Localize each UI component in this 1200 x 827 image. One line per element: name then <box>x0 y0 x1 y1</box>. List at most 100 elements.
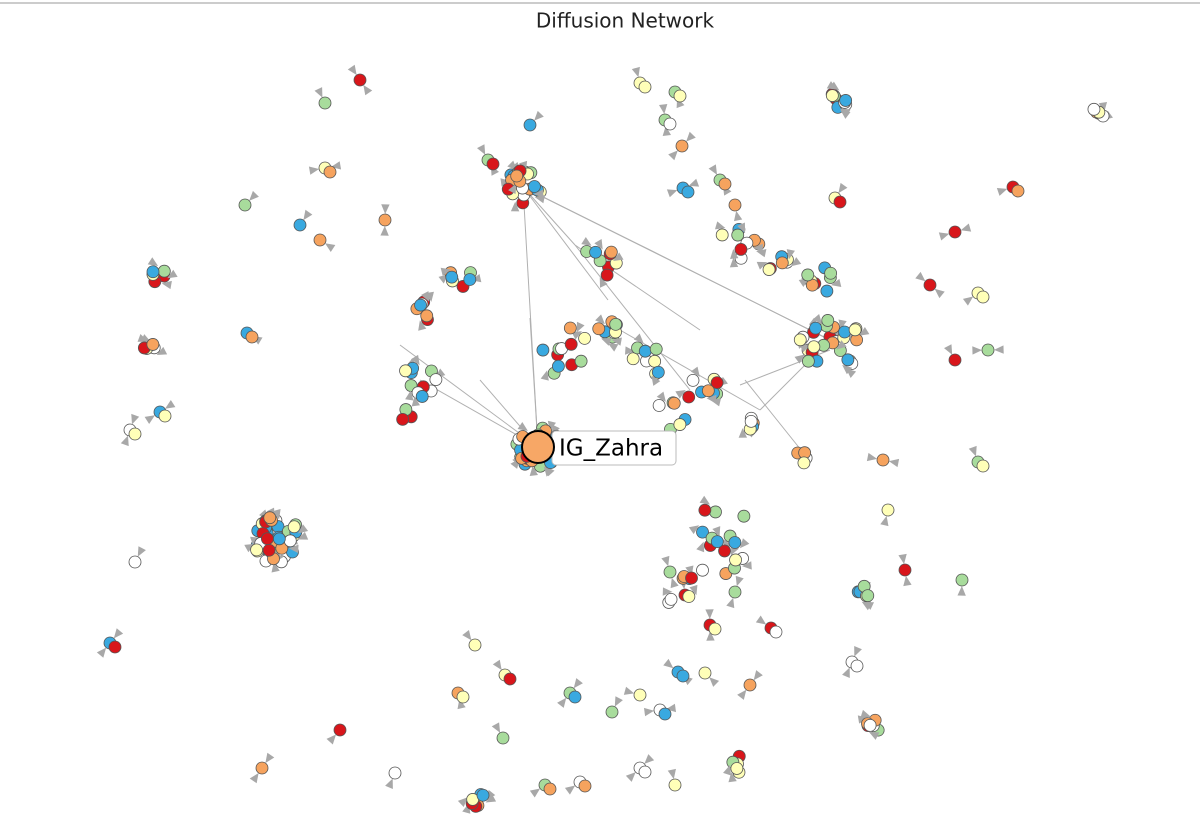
node <box>955 573 969 587</box>
arrowhead <box>613 252 624 261</box>
arrowhead <box>663 658 674 669</box>
arrowhead <box>161 280 172 290</box>
node <box>564 337 578 351</box>
arrowhead <box>510 201 520 212</box>
arrowhead <box>838 182 848 194</box>
node <box>696 525 709 539</box>
node <box>399 364 412 378</box>
node <box>414 298 427 312</box>
node <box>250 543 263 557</box>
arrowhead <box>738 428 748 438</box>
node <box>976 459 990 473</box>
arrowhead <box>730 249 739 259</box>
arrowhead <box>131 413 140 425</box>
node <box>420 309 434 323</box>
node <box>589 245 602 259</box>
arrowhead <box>363 84 373 96</box>
arrowhead <box>756 261 768 270</box>
node <box>701 384 715 398</box>
node <box>710 535 724 549</box>
node <box>686 373 700 387</box>
arrowhead <box>477 144 486 155</box>
node <box>696 563 709 577</box>
node <box>793 333 807 347</box>
arrowhead <box>581 237 592 246</box>
node <box>260 532 274 546</box>
arrowhead <box>533 189 544 198</box>
node <box>663 565 677 579</box>
node <box>388 766 402 780</box>
node <box>238 198 252 212</box>
arrowhead <box>457 797 468 807</box>
node <box>649 342 663 356</box>
arrowhead <box>944 344 953 355</box>
node <box>668 778 682 792</box>
arrowhead <box>659 104 668 115</box>
node <box>574 354 588 368</box>
node <box>108 640 122 654</box>
arrowhead <box>831 278 842 287</box>
arrowhead <box>842 364 853 375</box>
arrowhead <box>662 587 673 596</box>
node <box>797 456 811 470</box>
node <box>1011 184 1025 198</box>
node <box>146 338 160 351</box>
arrowhead <box>826 81 838 90</box>
node <box>663 117 677 131</box>
node <box>626 352 640 366</box>
arrowhead <box>741 561 752 570</box>
node <box>838 325 851 339</box>
arrowhead <box>272 509 281 520</box>
arrowhead <box>492 659 502 671</box>
arrowhead <box>517 422 528 431</box>
arrowhead <box>405 390 414 401</box>
node <box>948 225 962 239</box>
edge <box>522 186 576 246</box>
highlighted-node-circle[interactable] <box>521 430 555 464</box>
node <box>734 243 748 256</box>
node <box>262 543 276 557</box>
arrowhead <box>739 538 750 549</box>
arrowhead <box>915 271 926 282</box>
arrowhead <box>790 257 802 267</box>
node <box>729 553 742 567</box>
arrowhead <box>854 645 862 657</box>
node <box>378 213 392 227</box>
node <box>592 322 606 336</box>
node <box>486 157 500 171</box>
arrowhead <box>688 525 700 535</box>
node <box>578 331 592 345</box>
node <box>568 690 582 704</box>
node <box>600 268 614 282</box>
node <box>523 118 537 132</box>
node <box>604 245 618 259</box>
arrowhead <box>794 354 805 364</box>
node <box>318 96 332 110</box>
arrowhead <box>543 466 554 477</box>
arrowhead <box>859 327 870 336</box>
arrowhead <box>571 331 582 340</box>
chart-title: Diffusion Network <box>536 9 715 33</box>
arrowhead <box>601 337 612 346</box>
arrowhead <box>314 87 323 98</box>
arrowhead <box>723 765 732 776</box>
arrowhead <box>120 435 129 447</box>
node <box>353 73 367 87</box>
node <box>769 625 783 639</box>
arrowhead <box>709 677 720 687</box>
arrowhead <box>529 465 539 477</box>
highlighted-node[interactable]: IG_Zahra <box>521 430 677 466</box>
arrowhead <box>699 495 710 505</box>
arrowhead <box>625 772 636 782</box>
node <box>272 532 286 546</box>
arrowhead <box>728 772 737 783</box>
node <box>801 268 815 282</box>
arrowhead <box>888 458 900 468</box>
node <box>528 180 541 193</box>
arrowhead <box>573 678 583 689</box>
node <box>633 688 647 702</box>
node <box>664 592 678 606</box>
node <box>667 396 681 410</box>
arrowhead <box>666 189 678 198</box>
